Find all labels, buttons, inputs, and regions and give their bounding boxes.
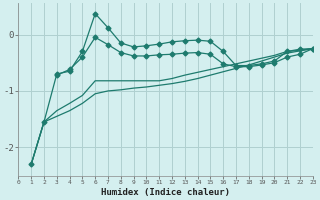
- X-axis label: Humidex (Indice chaleur): Humidex (Indice chaleur): [101, 188, 230, 197]
